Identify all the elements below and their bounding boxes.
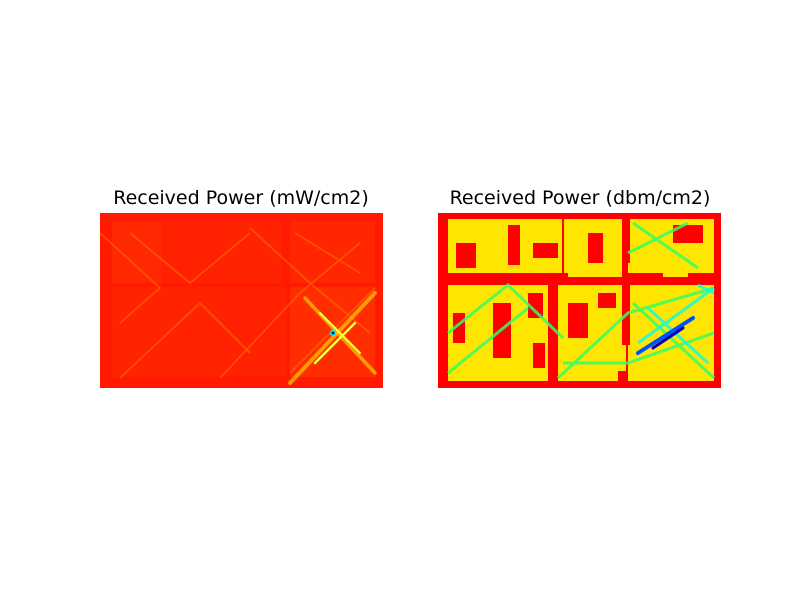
low-power-red-patches xyxy=(453,225,703,368)
source-hotspot-core xyxy=(331,331,335,335)
reflection-lines xyxy=(100,227,376,379)
chart-title-mw: Received Power (mW/cm2) xyxy=(113,187,369,209)
heatmap-dbm xyxy=(438,213,721,388)
cyan-bands xyxy=(637,283,715,365)
chart-title-dbm: Received Power (dbm/cm2) xyxy=(449,187,711,209)
blue-core xyxy=(636,316,695,355)
heatmap-mw xyxy=(100,213,383,388)
source-beams xyxy=(288,291,377,385)
green-bands xyxy=(447,221,716,380)
